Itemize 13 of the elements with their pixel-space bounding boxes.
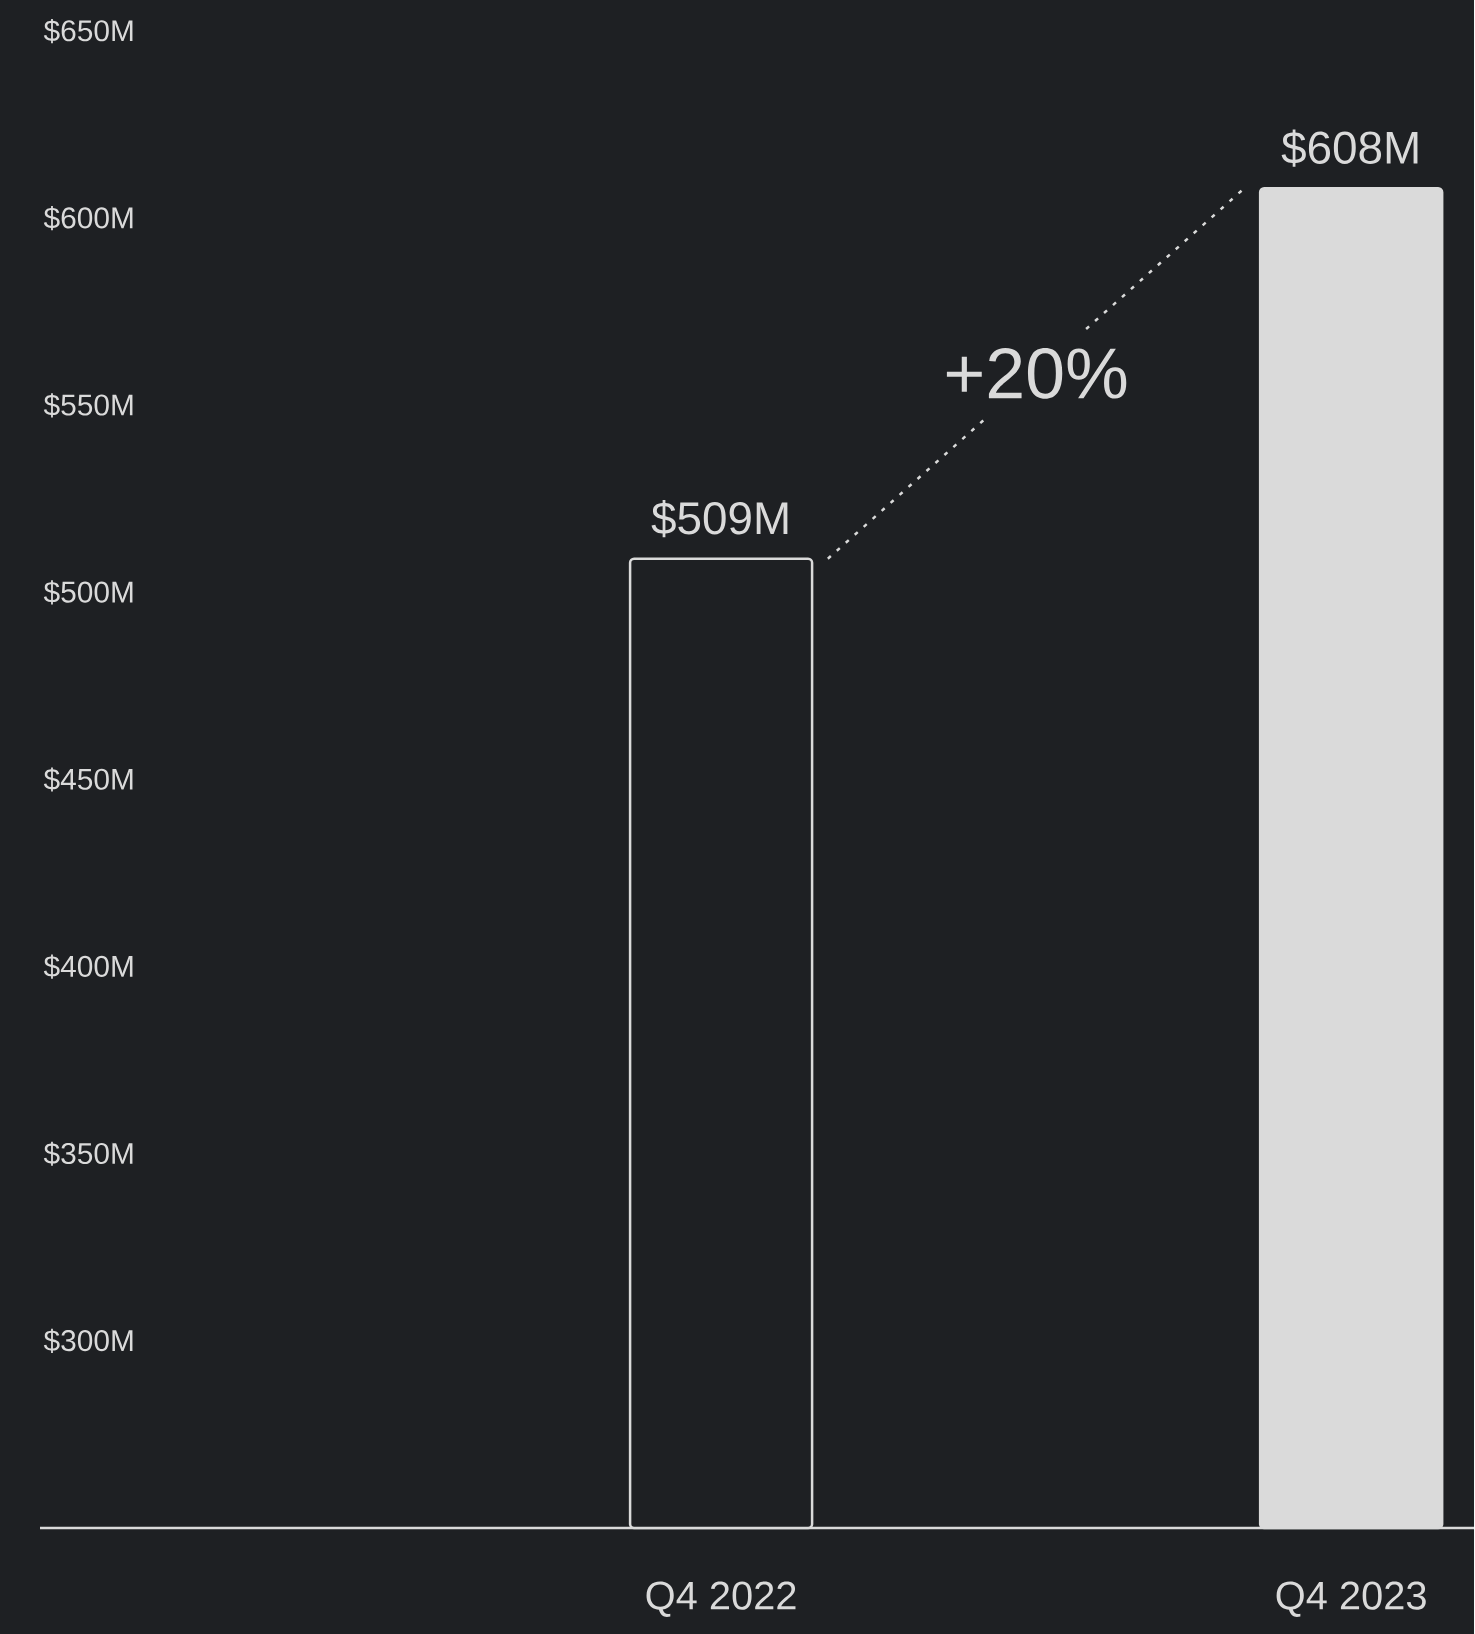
y-tick-label: $500M: [43, 580, 133, 605]
data-label: $509M: [651, 500, 788, 538]
y-tick-label: $400M: [43, 954, 133, 979]
y-tick-label: $450M: [43, 767, 133, 792]
y-tick-label: $600M: [43, 206, 133, 231]
x-tick-label: Q4 2023: [1276, 1581, 1426, 1617]
annotation: +20%: [946, 348, 1127, 399]
x-tick-label: Q4 2022: [646, 1581, 796, 1617]
y-tick-label: $300M: [43, 1328, 133, 1353]
y-tick-label: $350M: [43, 1141, 133, 1166]
y-tick-label: $550M: [43, 393, 133, 418]
data-label: $608M: [1281, 129, 1418, 167]
y-tick-label: $650M: [43, 18, 133, 44]
